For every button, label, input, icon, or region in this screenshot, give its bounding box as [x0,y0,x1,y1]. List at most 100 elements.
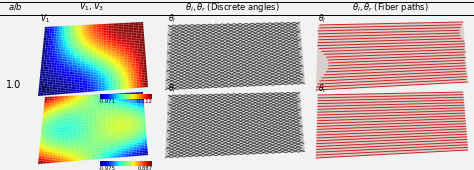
Polygon shape [67,68,70,70]
Polygon shape [78,45,81,47]
Polygon shape [65,125,68,127]
Polygon shape [85,73,88,75]
Polygon shape [52,91,55,93]
Polygon shape [88,82,91,83]
Polygon shape [109,119,111,121]
Polygon shape [88,56,91,58]
Polygon shape [140,122,143,124]
Polygon shape [120,81,123,83]
Polygon shape [46,35,49,37]
Polygon shape [101,112,104,114]
Polygon shape [99,154,101,156]
Polygon shape [114,114,117,116]
Polygon shape [137,103,139,105]
Polygon shape [86,55,88,57]
Polygon shape [130,132,133,134]
Polygon shape [101,31,104,32]
Polygon shape [101,87,104,89]
Polygon shape [66,75,69,77]
Polygon shape [47,51,50,53]
Polygon shape [138,92,141,94]
Polygon shape [60,58,63,60]
Polygon shape [46,44,48,46]
Polygon shape [107,82,109,84]
Polygon shape [144,74,147,76]
Polygon shape [42,80,45,82]
Polygon shape [83,118,86,120]
Polygon shape [99,97,101,99]
Polygon shape [129,105,132,107]
Polygon shape [139,141,142,143]
Polygon shape [96,79,99,81]
Polygon shape [50,155,53,156]
Polygon shape [134,76,137,78]
Polygon shape [74,156,77,158]
Polygon shape [104,124,107,126]
Polygon shape [99,31,101,33]
Polygon shape [128,64,130,66]
Polygon shape [43,49,46,51]
Polygon shape [142,43,145,45]
Polygon shape [66,85,69,87]
Polygon shape [82,74,85,75]
Polygon shape [104,154,107,155]
Polygon shape [139,143,142,145]
Polygon shape [64,104,66,106]
Polygon shape [109,123,112,124]
Polygon shape [114,25,116,27]
Polygon shape [99,24,101,26]
Polygon shape [93,83,96,85]
Polygon shape [112,83,115,85]
Polygon shape [72,26,74,27]
Polygon shape [115,81,118,83]
Polygon shape [128,28,131,29]
Polygon shape [44,90,47,92]
Polygon shape [44,133,46,135]
Polygon shape [62,69,64,70]
Polygon shape [96,74,99,76]
Polygon shape [135,116,137,118]
Polygon shape [145,84,148,86]
Polygon shape [46,42,48,44]
Polygon shape [70,125,73,127]
Polygon shape [93,125,96,127]
Polygon shape [72,69,75,71]
Polygon shape [135,45,137,47]
Polygon shape [125,52,127,54]
Polygon shape [61,75,64,77]
Polygon shape [127,104,129,106]
Polygon shape [91,66,93,68]
Polygon shape [126,98,128,99]
Polygon shape [51,143,54,145]
Polygon shape [141,135,144,137]
Polygon shape [127,38,129,39]
Polygon shape [77,152,80,154]
Polygon shape [54,139,56,141]
Polygon shape [68,88,71,90]
Polygon shape [126,80,128,82]
Polygon shape [47,150,50,152]
Polygon shape [84,35,86,37]
Polygon shape [46,110,49,112]
Polygon shape [132,118,135,120]
Polygon shape [93,127,96,129]
Polygon shape [138,94,141,95]
Polygon shape [109,118,111,120]
Polygon shape [109,155,112,157]
Polygon shape [112,73,115,75]
Polygon shape [51,115,53,117]
Polygon shape [107,70,109,72]
Polygon shape [54,67,56,69]
Polygon shape [136,30,139,32]
Polygon shape [101,131,104,133]
Polygon shape [63,53,65,55]
Polygon shape [82,155,85,157]
Polygon shape [44,41,46,42]
Polygon shape [96,97,99,99]
Polygon shape [145,152,148,154]
Polygon shape [137,151,139,153]
Polygon shape [120,74,123,76]
Polygon shape [70,61,73,63]
Polygon shape [86,52,89,54]
Polygon shape [62,58,65,60]
